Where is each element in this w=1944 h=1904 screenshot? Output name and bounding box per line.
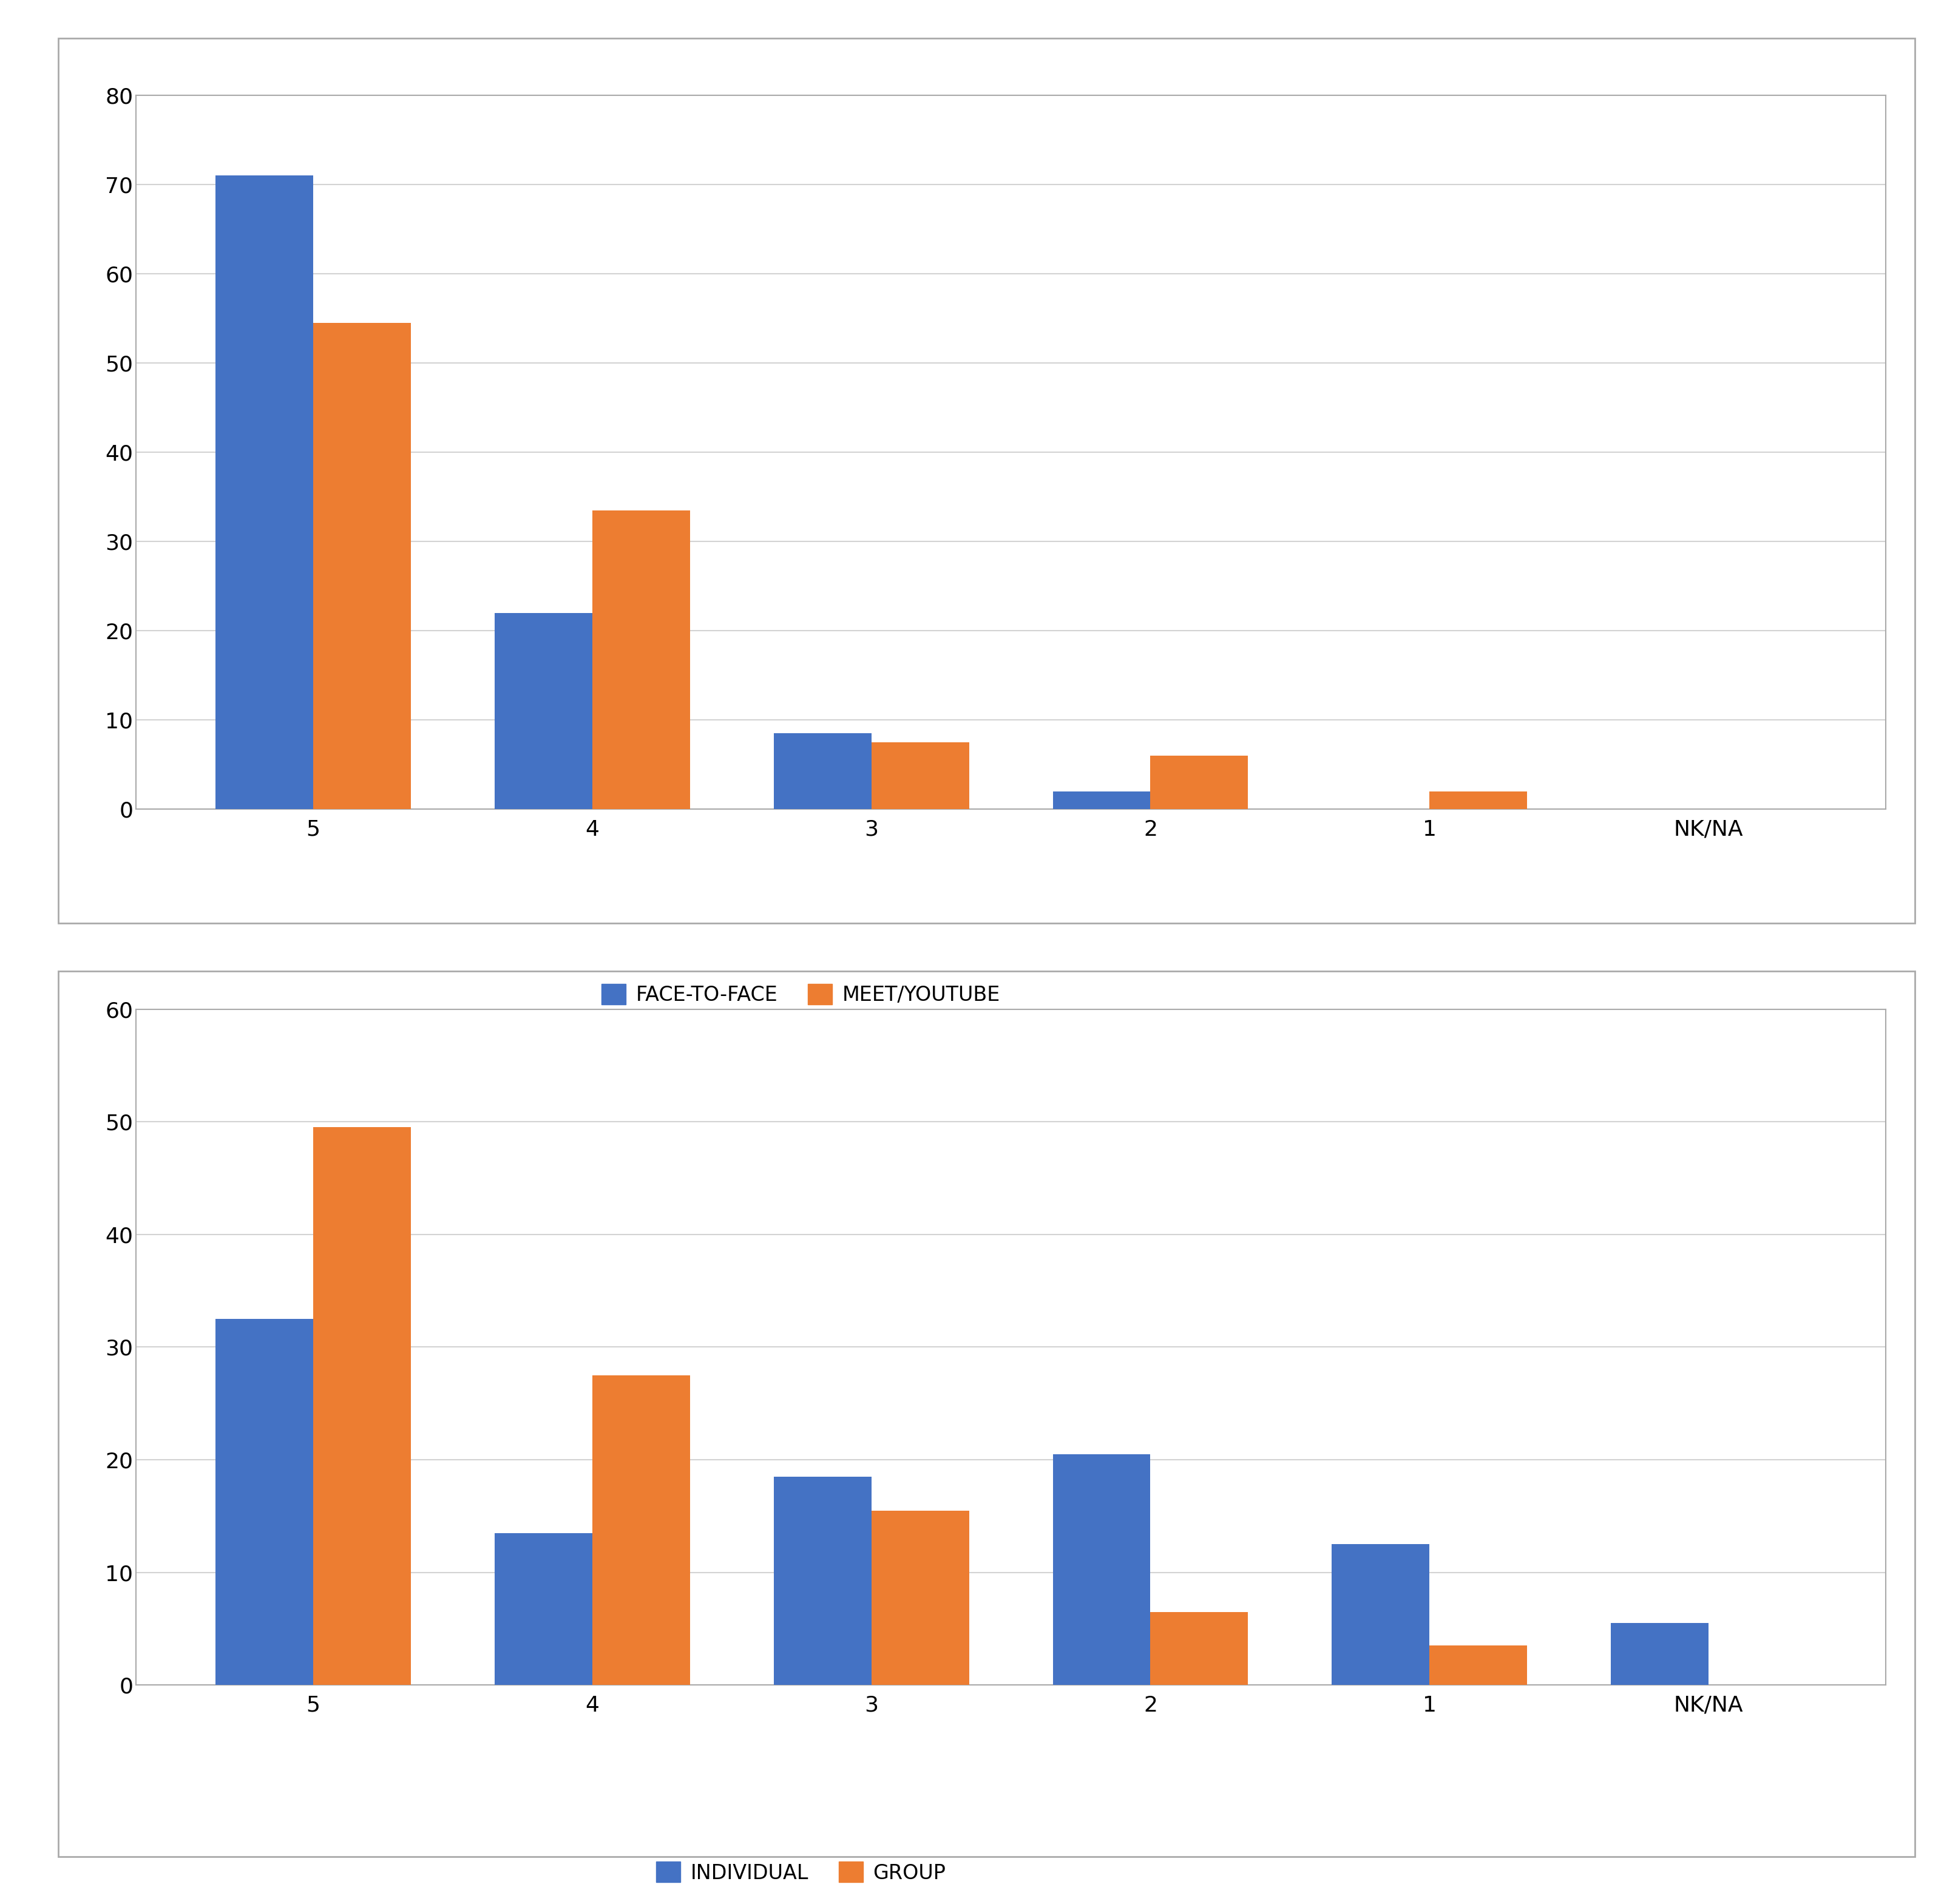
Bar: [593, 510, 690, 809]
Bar: [871, 743, 968, 809]
Bar: [1054, 792, 1151, 809]
Bar: [313, 1127, 410, 1685]
Bar: [1612, 1622, 1709, 1685]
Bar: [871, 1510, 968, 1685]
Bar: [1332, 1544, 1429, 1685]
Bar: [494, 613, 593, 809]
Bar: [494, 1533, 593, 1685]
Bar: [1151, 756, 1248, 809]
Bar: [1054, 1455, 1151, 1685]
Bar: [216, 1319, 313, 1685]
Bar: [1429, 792, 1528, 809]
Bar: [1429, 1645, 1528, 1685]
Bar: [1151, 1613, 1248, 1685]
Legend: INDIVIDUAL, GROUP: INDIVIDUAL, GROUP: [647, 1854, 955, 1891]
Bar: [313, 324, 410, 809]
Legend: FACE-TO-FACE, MEET/YOUTUBE: FACE-TO-FACE, MEET/YOUTUBE: [593, 975, 1009, 1013]
Bar: [774, 1478, 871, 1685]
Bar: [774, 733, 871, 809]
Bar: [216, 175, 313, 809]
Bar: [593, 1375, 690, 1685]
